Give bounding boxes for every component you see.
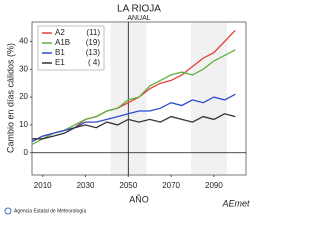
x-tick-label: 2090	[205, 181, 223, 190]
legend-label: A1B	[55, 38, 70, 47]
series-line	[32, 113, 236, 140]
footer-text: Agencia Estatal de Meteorología	[14, 208, 86, 214]
y-tick-label: 10	[19, 120, 28, 129]
footer-icon	[4, 207, 12, 215]
legend-count: (13)	[86, 48, 101, 57]
x-tick-label: 2030	[77, 181, 95, 190]
chart-title: LA RIOJA	[117, 4, 161, 15]
x-tick-label: 2050	[119, 181, 137, 190]
x-tick-label: 2010	[34, 181, 52, 190]
legend-count: (19)	[86, 38, 101, 47]
chart: LA RIOJA ANUAL Cambio en días cálidos (%…	[4, 4, 250, 215]
logo: AEmet	[221, 198, 250, 208]
legend-count: (11)	[86, 28, 100, 37]
y-tick-label: 20	[19, 92, 28, 101]
legend-label: E1	[55, 58, 65, 67]
x-tick-label: 2070	[162, 181, 180, 190]
y-axis-label: Cambio en días cálidos (%)	[5, 43, 15, 153]
y-tick-label: 40	[19, 37, 28, 46]
legend-label: A2	[55, 28, 65, 37]
legend-label: B1	[55, 48, 65, 57]
chart-subtitle: ANUAL	[127, 15, 150, 22]
legend-count: ( 4)	[88, 58, 100, 67]
x-axis-label: AÑO	[129, 194, 149, 204]
series-line	[31, 93, 236, 143]
y-tick-label: 0	[24, 148, 29, 157]
y-tick-label: 30	[19, 64, 28, 73]
